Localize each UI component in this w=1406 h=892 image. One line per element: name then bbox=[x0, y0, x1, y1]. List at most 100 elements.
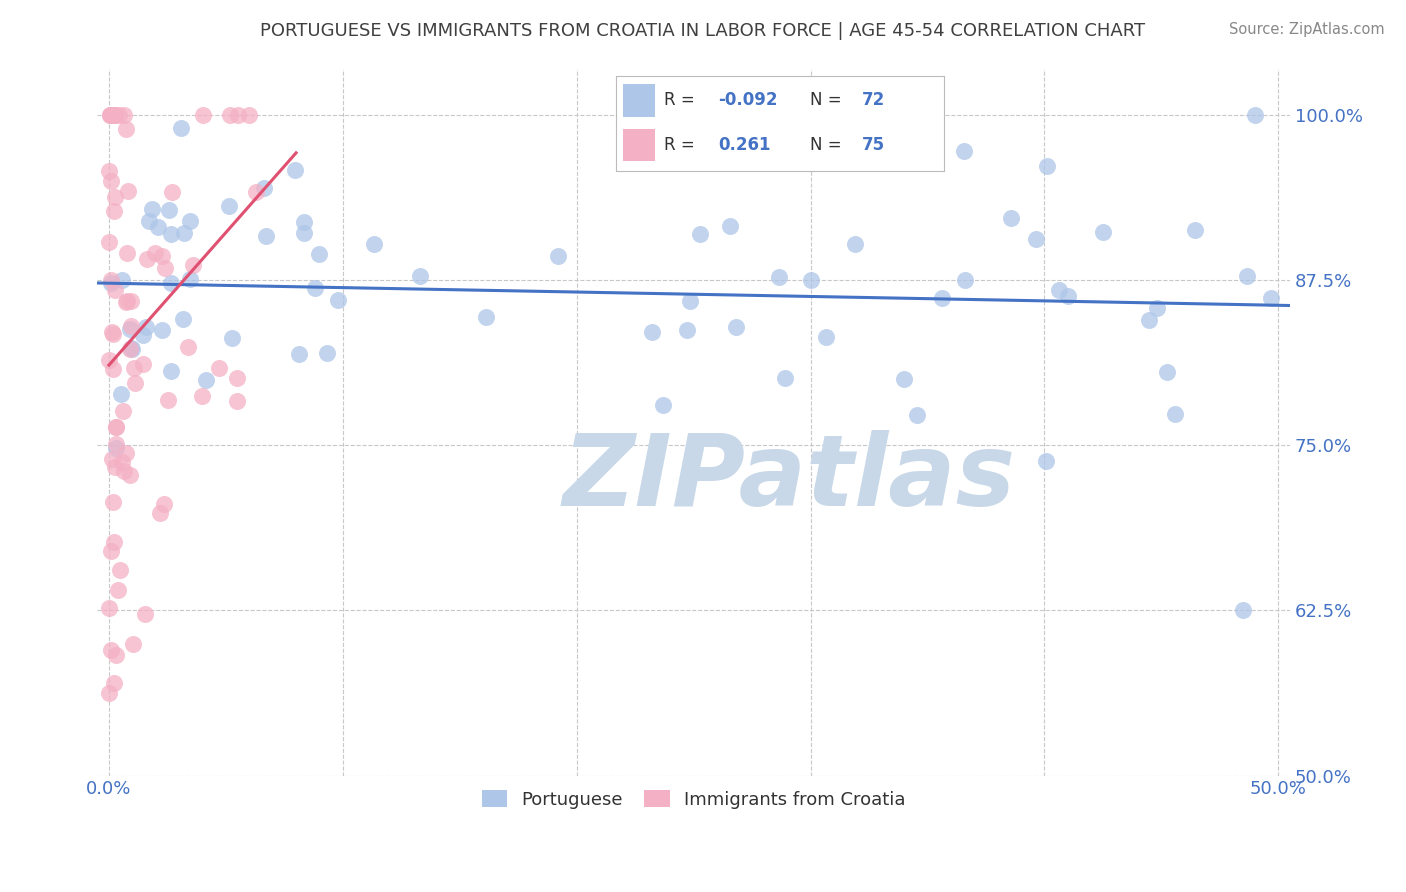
Point bbox=[121, 342, 143, 356]
Point bbox=[179, 214, 201, 228]
Point bbox=[1244, 108, 1267, 122]
Point bbox=[1047, 283, 1070, 297]
Point bbox=[98, 600, 121, 615]
Point bbox=[134, 607, 156, 621]
Point bbox=[101, 361, 124, 376]
Point bbox=[679, 294, 702, 309]
Point bbox=[724, 320, 747, 334]
Point bbox=[101, 108, 124, 122]
Point bbox=[100, 108, 122, 122]
Point bbox=[905, 408, 928, 422]
Point bbox=[1092, 225, 1115, 239]
Point bbox=[107, 583, 129, 598]
Point bbox=[893, 372, 915, 386]
Point bbox=[1035, 454, 1057, 468]
Point bbox=[294, 226, 316, 240]
Point bbox=[121, 637, 143, 651]
Point bbox=[225, 394, 247, 409]
Text: Source: ZipAtlas.com: Source: ZipAtlas.com bbox=[1229, 22, 1385, 37]
Point bbox=[641, 325, 664, 339]
Point bbox=[160, 364, 183, 378]
Point bbox=[800, 273, 823, 287]
Point bbox=[108, 563, 131, 577]
Point bbox=[104, 190, 127, 204]
Point bbox=[208, 360, 231, 375]
Point bbox=[1184, 222, 1206, 236]
Point bbox=[141, 202, 163, 216]
Point bbox=[103, 676, 125, 690]
Point bbox=[226, 371, 249, 385]
Point bbox=[100, 643, 122, 657]
Point bbox=[304, 281, 326, 295]
Point bbox=[689, 227, 711, 242]
Point bbox=[173, 226, 195, 240]
Point bbox=[363, 236, 385, 251]
Point bbox=[110, 386, 132, 401]
Point bbox=[136, 252, 159, 266]
Point bbox=[112, 464, 135, 478]
Point bbox=[112, 404, 135, 418]
Point bbox=[112, 108, 135, 122]
Point bbox=[283, 163, 305, 178]
Point bbox=[105, 437, 128, 451]
Point bbox=[105, 420, 128, 434]
Point bbox=[952, 145, 974, 159]
Point bbox=[100, 108, 122, 122]
Point bbox=[1260, 291, 1282, 305]
Point bbox=[288, 347, 311, 361]
Point bbox=[135, 320, 157, 334]
Point bbox=[150, 249, 173, 263]
Point bbox=[98, 164, 121, 178]
Point bbox=[100, 108, 122, 122]
Point bbox=[1236, 268, 1258, 283]
Point bbox=[100, 543, 122, 558]
Point bbox=[1156, 365, 1178, 379]
Point bbox=[120, 319, 142, 334]
Point bbox=[103, 108, 125, 122]
Point bbox=[226, 108, 249, 122]
Point bbox=[718, 219, 741, 234]
Point bbox=[157, 392, 180, 407]
Point bbox=[773, 371, 796, 385]
Point bbox=[117, 185, 139, 199]
Text: ZIPatlas: ZIPatlas bbox=[562, 430, 1015, 527]
Point bbox=[179, 272, 201, 286]
Point bbox=[1057, 289, 1080, 303]
Point bbox=[118, 322, 141, 336]
Point bbox=[104, 460, 127, 475]
Point bbox=[98, 235, 121, 249]
Point bbox=[120, 294, 142, 309]
Point bbox=[253, 181, 276, 195]
Point bbox=[108, 108, 131, 122]
Point bbox=[118, 467, 141, 482]
Point bbox=[117, 294, 139, 309]
Point bbox=[98, 686, 121, 700]
Point bbox=[676, 323, 699, 337]
Point bbox=[1146, 301, 1168, 316]
Point bbox=[768, 270, 790, 285]
Point bbox=[111, 455, 134, 469]
Point bbox=[955, 273, 977, 287]
Point bbox=[143, 245, 166, 260]
Point bbox=[105, 648, 128, 662]
Point bbox=[221, 331, 243, 345]
Point bbox=[146, 220, 169, 235]
Point bbox=[103, 204, 125, 219]
Point bbox=[122, 360, 145, 375]
Point bbox=[409, 268, 432, 283]
Point bbox=[219, 108, 242, 122]
Point bbox=[103, 283, 125, 297]
Point bbox=[132, 357, 155, 371]
Point bbox=[103, 534, 125, 549]
Point bbox=[931, 292, 953, 306]
Point bbox=[103, 108, 125, 122]
Point bbox=[815, 330, 838, 344]
Point bbox=[160, 185, 183, 199]
Point bbox=[160, 227, 183, 241]
Point bbox=[103, 108, 125, 122]
Point bbox=[101, 327, 124, 342]
Point bbox=[191, 389, 214, 403]
Point bbox=[315, 345, 337, 359]
Point bbox=[172, 312, 194, 326]
Point bbox=[150, 323, 173, 337]
